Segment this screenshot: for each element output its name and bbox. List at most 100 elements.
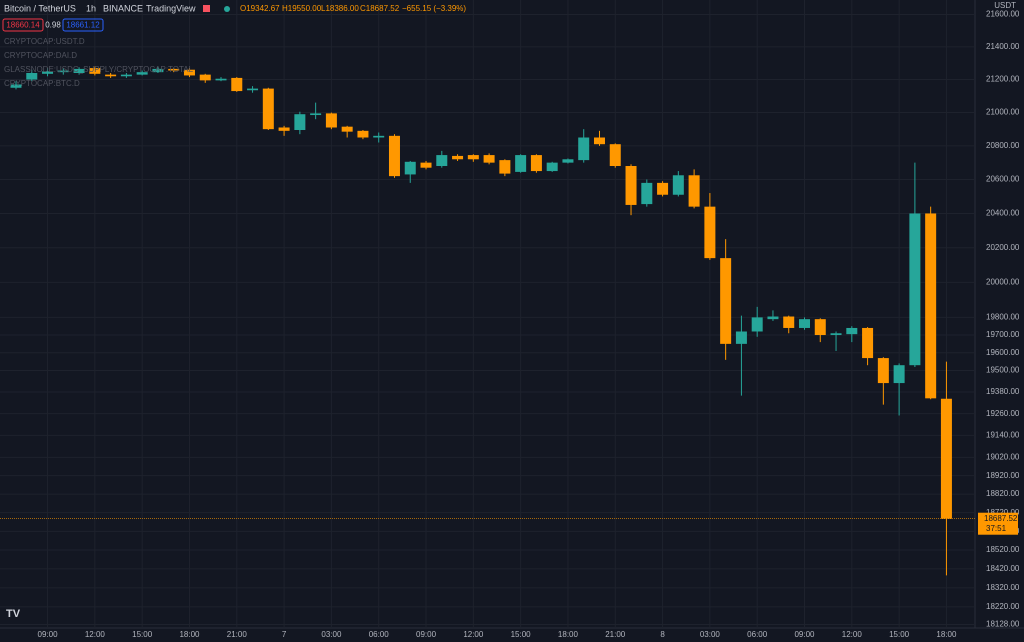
candle-body [893, 365, 905, 384]
sell-button[interactable] [2, 18, 44, 32]
y-tick-label: 18820.00 [986, 489, 1020, 498]
y-tick-label: 19140.00 [986, 431, 1020, 440]
candle-body [483, 155, 495, 163]
candle-body [262, 88, 274, 130]
x-tick-label: 21:00 [227, 630, 248, 639]
buy-price[interactable]: 18661.12 [66, 21, 100, 30]
x-tick-label: 18:00 [179, 630, 200, 639]
open-value: O19342.67 [240, 4, 280, 13]
y-tick-label: 19020.00 [986, 452, 1020, 461]
candle-body [925, 213, 937, 399]
candle-body [231, 77, 243, 92]
countdown: 37:51 [986, 524, 1007, 533]
y-tick-label: 21600.00 [986, 10, 1020, 19]
candle-body [546, 162, 558, 172]
candle-body [89, 68, 101, 74]
candle-body [530, 155, 542, 172]
candle-body [404, 161, 416, 175]
candle-body [467, 155, 479, 160]
y-tick-label: 20800.00 [986, 141, 1020, 150]
y-tick-label: 19600.00 [986, 348, 1020, 357]
sell-price[interactable]: 18660.14 [6, 21, 40, 30]
x-tick-label: 15:00 [511, 630, 532, 639]
candle-body [704, 206, 716, 259]
y-tick-label: 20600.00 [986, 175, 1020, 184]
x-tick-label: 15:00 [132, 630, 153, 639]
symbol[interactable]: Bitcoin / TetherUS [4, 3, 76, 13]
x-tick-label: 21:00 [605, 630, 626, 639]
candle-body [688, 175, 700, 207]
candle-body [120, 74, 132, 77]
candle-body [278, 127, 290, 131]
candle-body [814, 319, 826, 336]
y-tick-label: 20200.00 [986, 243, 1020, 252]
candle-body [830, 333, 842, 336]
last-price-box [978, 512, 1018, 535]
candle-body [105, 74, 117, 77]
candle-body [862, 327, 874, 359]
candle-body [625, 166, 637, 205]
y-tick-label: 21400.00 [986, 42, 1020, 51]
y-tick-label: 19700.00 [986, 330, 1020, 339]
candle-body [609, 144, 621, 167]
y-tick-label: 18520.00 [986, 545, 1020, 554]
candle-body [657, 182, 669, 195]
candle-body [247, 88, 259, 91]
candle-body [720, 258, 732, 344]
y-tick-label: 20400.00 [986, 209, 1020, 218]
status-dot [224, 6, 230, 12]
candle-body [26, 72, 38, 80]
currency[interactable]: USDT [994, 1, 1016, 10]
candle-body [420, 162, 432, 168]
indicator[interactable]: CRYPTOCAP:DAI.D [4, 51, 77, 60]
candle-body [672, 175, 684, 195]
candle-body [436, 155, 448, 167]
candle-body [641, 182, 653, 205]
candle-body [515, 155, 527, 172]
candle-body [199, 74, 211, 81]
y-tick-label: 21000.00 [986, 108, 1020, 117]
x-tick-label: 12:00 [842, 630, 863, 639]
interval[interactable]: 1h [86, 3, 96, 13]
candle-body [310, 113, 322, 116]
candle-body [735, 331, 747, 344]
y-tick-label: 21200.00 [986, 75, 1020, 84]
x-tick-label: 09:00 [38, 630, 59, 639]
logo[interactable]: TV [6, 608, 21, 620]
indicator[interactable]: CRYPTOCAP:BTC.D [4, 79, 80, 88]
x-tick-label: 12:00 [463, 630, 484, 639]
candle-body [578, 137, 590, 161]
y-tick-label: 18920.00 [986, 471, 1020, 480]
header: Bitcoin / TetherUS 1h BINANCE TradingVie… [2, 1, 1016, 620]
x-tick-label: 7 [282, 630, 287, 639]
y-tick-label: 19260.00 [986, 409, 1020, 418]
candle-body [168, 68, 180, 71]
buy-button[interactable] [62, 18, 104, 32]
y-tick-label: 18128.00 [986, 620, 1020, 629]
candle-body [10, 84, 22, 88]
flag-icon[interactable] [203, 5, 210, 12]
indicator[interactable]: CRYPTOCAP:USDT.D [4, 37, 85, 46]
candle-body [846, 327, 858, 335]
x-tick-label: 06:00 [747, 630, 768, 639]
candle-body [57, 70, 69, 73]
candle-body [73, 68, 85, 73]
candle-body [452, 155, 464, 160]
x-tick-label: 18:00 [558, 630, 579, 639]
candle-body [341, 126, 353, 132]
close-value: C18687.52 [360, 4, 400, 13]
y-tick-label: 18320.00 [986, 583, 1020, 592]
indicator[interactable]: GLASSNODE:USDC_SUPPLY/CRYPTOCAP:TOTAL [4, 65, 194, 74]
high-value: H19550.00 [282, 4, 322, 13]
y-tick-label: 18720.00 [986, 508, 1020, 517]
x-tick-label: 12:00 [85, 630, 106, 639]
candle-body [562, 159, 574, 163]
candle-body [373, 135, 385, 138]
x-tick-label: 18:00 [936, 630, 957, 639]
y-tick-label: 18220.00 [986, 602, 1020, 611]
x-tick-label: 8 [660, 630, 665, 639]
y-tick-label: 18420.00 [986, 564, 1020, 573]
candle-body [767, 316, 779, 320]
